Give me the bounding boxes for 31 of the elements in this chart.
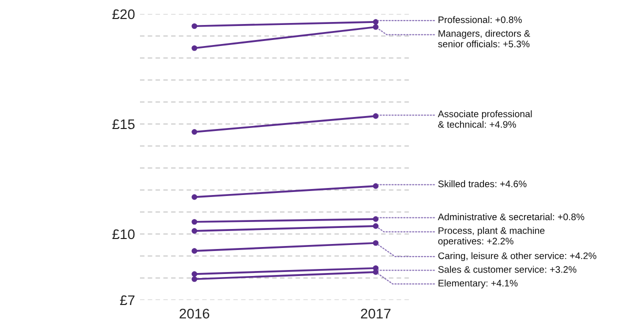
point — [192, 129, 198, 135]
y-tick-label: £20 — [112, 9, 135, 20]
annotation: Administrative & secretarial: +0.8% — [438, 213, 584, 220]
point — [372, 113, 379, 119]
annotation: Skilled trades: +4.6% — [438, 180, 526, 188]
point — [192, 219, 198, 225]
y-tick-label: £10 — [112, 229, 135, 240]
y-tick-label: £7 — [120, 295, 134, 306]
point — [192, 276, 198, 282]
point — [192, 248, 198, 254]
point — [372, 216, 379, 222]
annotation: Professional: +0.8% — [438, 16, 522, 24]
point — [372, 24, 379, 30]
y-tick-label: £15 — [112, 119, 135, 130]
point — [372, 223, 379, 229]
annotation: Process, plant & machine operatives: +2.2% — [438, 226, 545, 246]
x-tick-label: 2016 — [180, 308, 210, 319]
annotation: Managers, directors & senior officials: +5.3% — [438, 30, 530, 48]
point — [192, 23, 198, 29]
point — [192, 45, 198, 51]
annotation: Caring, leisure & other service: +4.2% — [438, 252, 596, 261]
point — [372, 240, 379, 246]
point — [192, 194, 198, 200]
annotation: Sales & customer service: +3.2% — [438, 266, 576, 273]
point — [372, 183, 379, 189]
point — [192, 271, 198, 277]
annotation: Elementary: +4.1% — [438, 280, 518, 288]
point — [372, 19, 379, 25]
point — [192, 228, 198, 234]
x-tick-label: 2017 — [360, 308, 390, 319]
annotation: Associate professional & technical: +4.9% — [438, 110, 532, 128]
